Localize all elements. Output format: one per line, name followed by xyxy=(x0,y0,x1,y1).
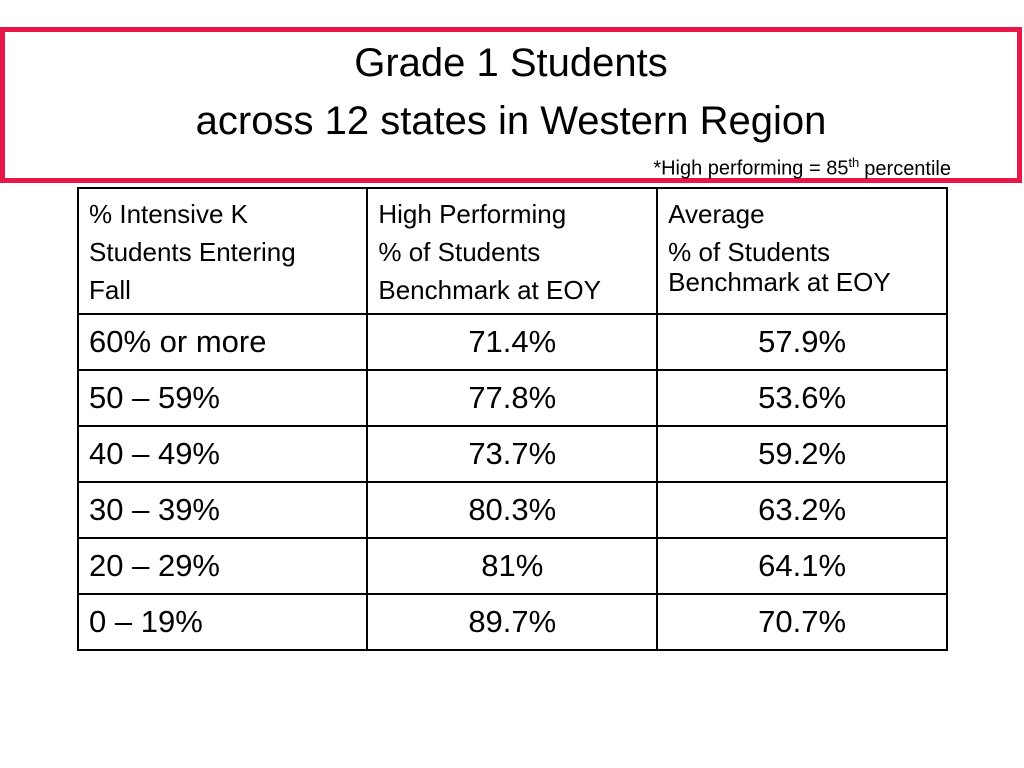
header-line: % of Students Benchmark at EOY xyxy=(668,237,891,297)
table-row: 20 – 29% 81% 64.1% xyxy=(76,537,948,595)
header-line: % Intensive K xyxy=(89,199,248,229)
table-cell: 50 – 59% xyxy=(76,369,369,427)
table-cell: 0 – 19% xyxy=(76,593,369,651)
title-line: Grade 1 Students xyxy=(354,41,668,85)
table-cell: 60% or more xyxy=(76,313,369,371)
table-cell: 89.7% xyxy=(366,593,659,651)
table-cell: 53.6% xyxy=(656,369,948,427)
header-line: Fall xyxy=(89,275,131,305)
table-cell: 63.2% xyxy=(656,481,948,539)
table-cell: 73.7% xyxy=(366,425,659,483)
table-cell: 20 – 29% xyxy=(76,537,369,595)
note-sup: th xyxy=(848,155,860,170)
table-cell: 30 – 39% xyxy=(76,481,369,539)
note-after: percentile xyxy=(864,157,951,180)
table-cell: 80.3% xyxy=(366,481,659,539)
table-row: 50 – 59% 77.8% 53.6% xyxy=(76,369,948,427)
note-text: *High performing = 85 xyxy=(653,157,849,180)
header-cell: High Performing % of Students Benchmark at… xyxy=(366,187,659,315)
table-row: 60% or more 71.4% 57.9% xyxy=(76,313,948,371)
header-line: Benchmark at EOY xyxy=(378,275,601,305)
table: % Intensive K Students Entering Fall High P… xyxy=(76,187,948,651)
table-cell: 71.4% xyxy=(366,313,659,371)
note: *High performing = 85th percentile xyxy=(653,155,951,181)
header-line: Students Entering xyxy=(89,237,296,267)
table-cell: 70.7% xyxy=(656,593,948,651)
table-row: 0 – 19% 89.7% 70.7% xyxy=(76,593,948,651)
table-body: 60% or more 71.4% 57.9% 50 – 59% 77.8% 53.6% 4… xyxy=(76,313,948,651)
table-head: % Intensive K Students Entering Fall High P… xyxy=(76,187,948,315)
header-cell: % Intensive K Students Entering Fall xyxy=(76,187,369,315)
header-line: % of Students xyxy=(378,237,541,267)
header-line: Average xyxy=(668,199,765,229)
table-cell: 40 – 49% xyxy=(76,425,369,483)
table-cell: 59.2% xyxy=(656,425,948,483)
table-cell: 64.1% xyxy=(656,537,948,595)
table-cell: 77.8% xyxy=(366,369,659,427)
table-row: 40 – 49% 73.7% 59.2% xyxy=(76,425,948,483)
table-cell: 57.9% xyxy=(656,313,948,371)
table-row: 30 – 39% 80.3% 63.2% xyxy=(76,481,948,539)
header-cell: Average % of Students Benchmark at EOY xyxy=(656,187,948,315)
table-cell: 81% xyxy=(366,537,659,595)
title-line: across 12 states in Western Region xyxy=(195,99,827,143)
header-row: % Intensive K Students Entering Fall High P… xyxy=(76,187,948,315)
title-box: Grade 1 Students across 12 states in Wes… xyxy=(0,27,1022,183)
header-line: High Performing xyxy=(378,199,567,229)
